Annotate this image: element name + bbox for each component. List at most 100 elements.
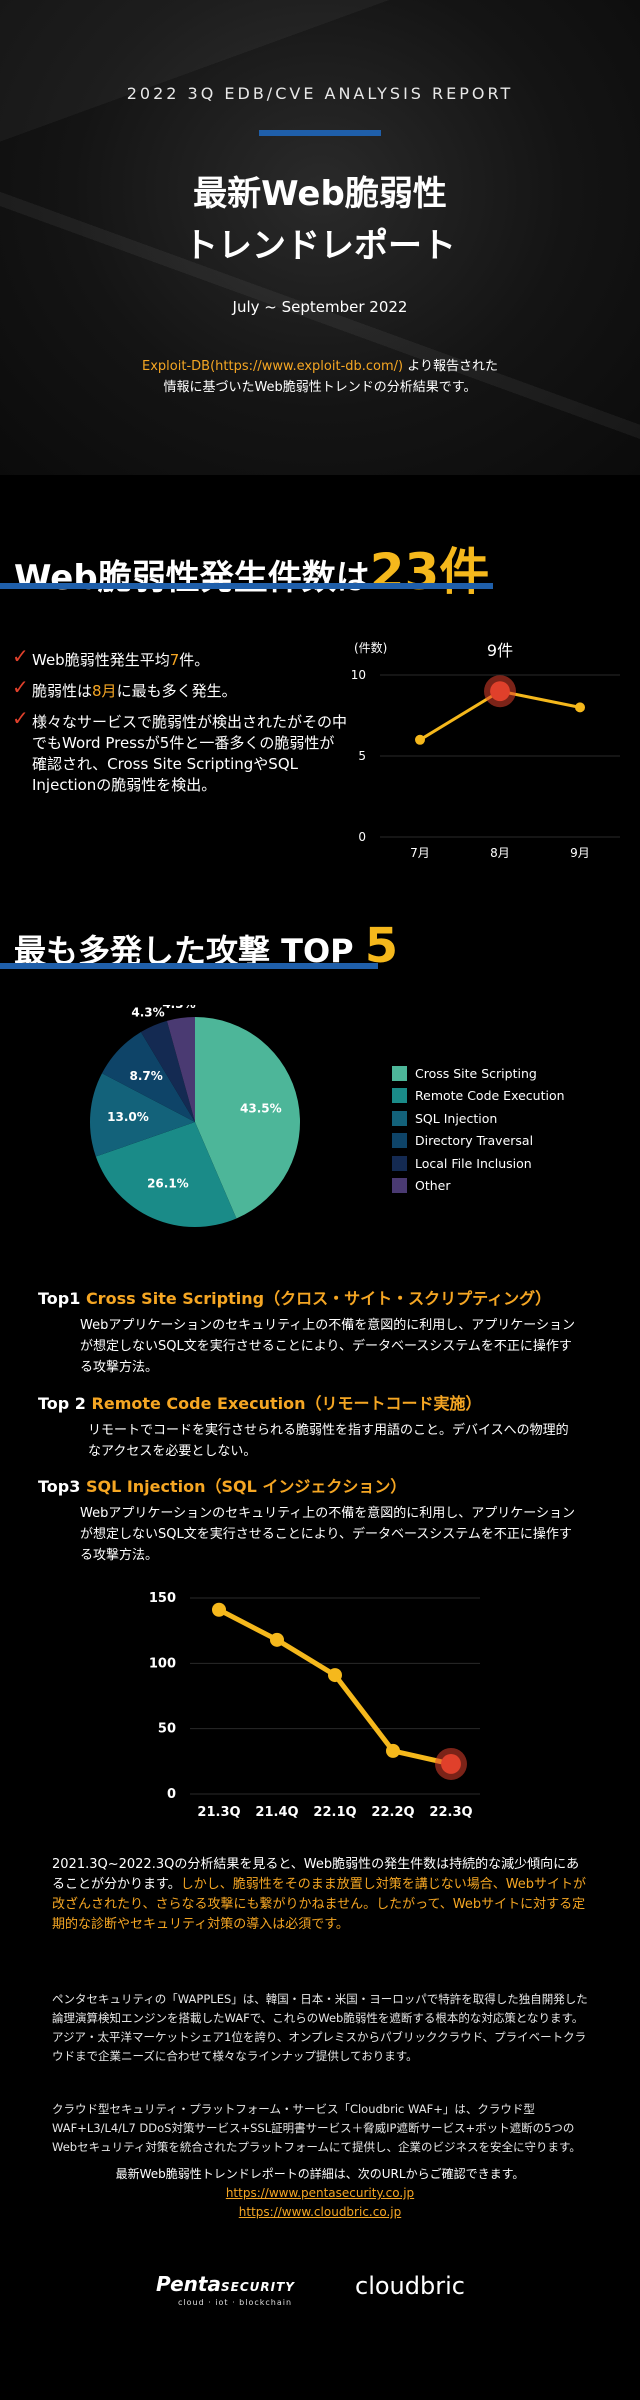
attack-rank: Top1: [38, 1289, 86, 1308]
source-link[interactable]: Exploit-DB(https://www.exploit-db.com/): [142, 359, 404, 374]
legend-label: Cross Site Scripting: [415, 1065, 537, 1081]
attack-rank: Top3: [38, 1477, 86, 1496]
attack-rank: Top 2: [38, 1394, 92, 1413]
y-tick-label: 150: [149, 1591, 176, 1606]
kicker-divider: [259, 130, 381, 136]
x-tick-label: 22.1Q: [313, 1805, 356, 1820]
monthly-count-chart: (件数) 0 5 10 7月 8月 9月 9件: [351, 640, 620, 860]
pentasecurity-link[interactable]: https://www.pentasecurity.co.jp: [225, 2186, 415, 2200]
finding-item: ✓ 脆弱性は8月に最も多く発生。: [12, 677, 347, 702]
slice-label: 43.5%: [240, 1101, 282, 1115]
check-icon: ✓: [12, 644, 29, 668]
pie-legend: Cross Site Scripting Remote Code Executio…: [392, 1062, 565, 1197]
legend-item: Remote Code Execution: [392, 1085, 565, 1108]
slice-label: 26.1%: [147, 1176, 189, 1190]
attack-top1: Top1 Cross Site Scripting（クロス・サイト・スクリプティ…: [38, 1285, 578, 1378]
legend-swatch: [392, 1133, 407, 1149]
pie-slice: [95, 1122, 237, 1227]
pie-slice: [195, 1017, 300, 1219]
section-title-count: Web脆弱性発生件数は23件: [14, 532, 489, 604]
section-underline: [0, 963, 378, 969]
finding-text: Web脆弱性発生平均: [32, 651, 170, 669]
data-point: [575, 702, 585, 713]
cloudbric-link[interactable]: https://www.cloudbric.co.jp: [238, 2205, 402, 2219]
x-tick-label: 9月: [570, 846, 590, 860]
highlight-point: [490, 681, 510, 702]
section-title-prefix: Web脆弱性発生件数は: [14, 558, 370, 598]
hero-banner: 2022 3Q EDB/CVE ANALYSIS REPORT 最新Web脆弱性…: [0, 0, 640, 475]
page-title: 最新Web脆弱性 トレンドレポート: [0, 168, 640, 272]
finding-item: ✓ Web脆弱性発生平均7件。: [12, 646, 347, 671]
y-tick-label: 0: [358, 830, 366, 844]
attack-heading: Top1 Cross Site Scripting（クロス・サイト・スクリプティ…: [38, 1285, 578, 1309]
attack-name: Remote Code Execution（リモートコード実施）: [91, 1394, 482, 1413]
cloudbric-logo: cloudbric: [355, 2272, 465, 2300]
attack-name: SQL Injection（SQL インジェクション）: [85, 1477, 407, 1496]
logo-sec: SECURITY: [220, 2280, 295, 2294]
legend-item: Other: [392, 1175, 565, 1198]
x-tick-label: 21.4Q: [255, 1805, 298, 1820]
slice-label: 13.0%: [107, 1110, 149, 1124]
series-line: [217, 1607, 452, 1767]
finding-highlight: 8月: [92, 682, 117, 700]
peak-annotation: 9件: [487, 641, 513, 660]
legend-item: Local File Inclusion: [392, 1152, 565, 1175]
y-tick-label: 50: [158, 1722, 176, 1737]
cloudbric-description: クラウド型セキュリティ・プラットフォーム・サービス「Cloudbric WAF+…: [52, 2102, 581, 2154]
title-line-2: トレンドレポート: [184, 226, 456, 266]
x-tick-label: 8月: [490, 846, 510, 860]
section-title-number: 23件: [369, 543, 490, 601]
legend-item: Cross Site Scripting: [392, 1062, 565, 1085]
data-point: [270, 1632, 284, 1647]
x-tick-label: 7月: [410, 846, 430, 860]
y-tick-label: 100: [149, 1656, 176, 1671]
legend-swatch: [392, 1155, 407, 1171]
title-line-1: 最新Web脆弱性: [193, 174, 447, 214]
highlight-point: [441, 1754, 461, 1774]
finding-text-end: 件。: [179, 651, 210, 669]
y-axis-label: (件数): [354, 640, 387, 655]
attack-name: Cross Site Scripting（クロス・サイト・スクリプティング）: [85, 1289, 552, 1308]
data-point: [212, 1602, 226, 1617]
pie-slice: [101, 1031, 195, 1122]
x-tick-label: 21.3Q: [197, 1805, 240, 1820]
pie-slice: [166, 1017, 195, 1122]
wapples-description: ペンタセキュリティの「WAPPLES」は、韓国・日本・米国・ヨーロッパで特許を取…: [52, 1992, 588, 2063]
intro-line-2: 情報に基づいたWeb脆弱性トレンドの分析結果です。: [163, 380, 477, 395]
y-tick-label: 0: [167, 1787, 176, 1802]
attack-top2: Top 2 Remote Code Execution（リモートコード実施） リ…: [38, 1390, 578, 1462]
attack-heading: Top3 SQL Injection（SQL インジェクション）: [38, 1473, 578, 1497]
slice-label: 4.3%: [131, 1006, 164, 1020]
summary-text: 2021.3Q~2022.3Qの分析結果を見ると、Web脆弱性の発生件数は持続的…: [52, 1857, 580, 1892]
attack-description: Webアプリケーションのセキュリティ上の不備を意図的に利用し、アプリケーションが…: [80, 1506, 576, 1563]
pentasecurity-logo: PentaSECURITY: [156, 2272, 295, 2296]
attack-heading: Top 2 Remote Code Execution（リモートコード実施）: [38, 1390, 578, 1414]
data-point: [415, 734, 425, 745]
slice-label: 4.3%: [162, 1005, 195, 1011]
logos: PentaSECURITY cloud · iot · blockchain c…: [0, 2272, 640, 2322]
summary-highlight: しかし、脆弱性をそのまま放置し対策を講じない場合、Webサイトが改ざんされたり、…: [52, 1877, 587, 1932]
legend-label: SQL Injection: [415, 1110, 498, 1126]
legend-label: Other: [415, 1178, 451, 1194]
legend-item: SQL Injection: [392, 1107, 565, 1130]
finding-highlight: 7: [169, 651, 180, 669]
quarterly-trend-chart: 0 50 100 150 21.3Q 21.4Q 22.1Q 22.2Q 22.3Q: [149, 1591, 480, 1820]
legend-swatch: [392, 1065, 407, 1081]
logo-tagline: cloud · iot · blockchain: [178, 2298, 293, 2307]
slice-label: 8.7%: [129, 1069, 162, 1083]
legend-item: Directory Traversal: [392, 1130, 565, 1153]
pie-slice: [140, 1020, 195, 1122]
pie-slice: [90, 1073, 195, 1157]
data-point: [328, 1668, 342, 1683]
y-tick-label: 10: [351, 668, 366, 682]
finding-text: 様々なサービスで脆弱性が検出されたがその中でもWord Pressが5件と一番多…: [32, 713, 348, 794]
legend-swatch: [392, 1088, 407, 1104]
legend-label: Directory Traversal: [415, 1133, 534, 1149]
key-findings-list: ✓ Web脆弱性発生平均7件。 ✓ 脆弱性は8月に最も多く発生。 ✓ 様々なサー…: [12, 646, 348, 806]
finding-item: ✓ 様々なサービスで脆弱性が検出されたがその中でもWord Pressが5件と一…: [12, 708, 348, 796]
check-icon: ✓: [12, 675, 29, 699]
legend-label: Remote Code Execution: [415, 1088, 565, 1104]
section-underline: [0, 583, 493, 589]
intro-text: Exploit-DB(https://www.exploit-db.com/) …: [0, 356, 640, 398]
attack-description: リモートでコードを実行させられる脆弱性を指す用語のこと。デバイスへの物理的なアク…: [88, 1423, 569, 1459]
